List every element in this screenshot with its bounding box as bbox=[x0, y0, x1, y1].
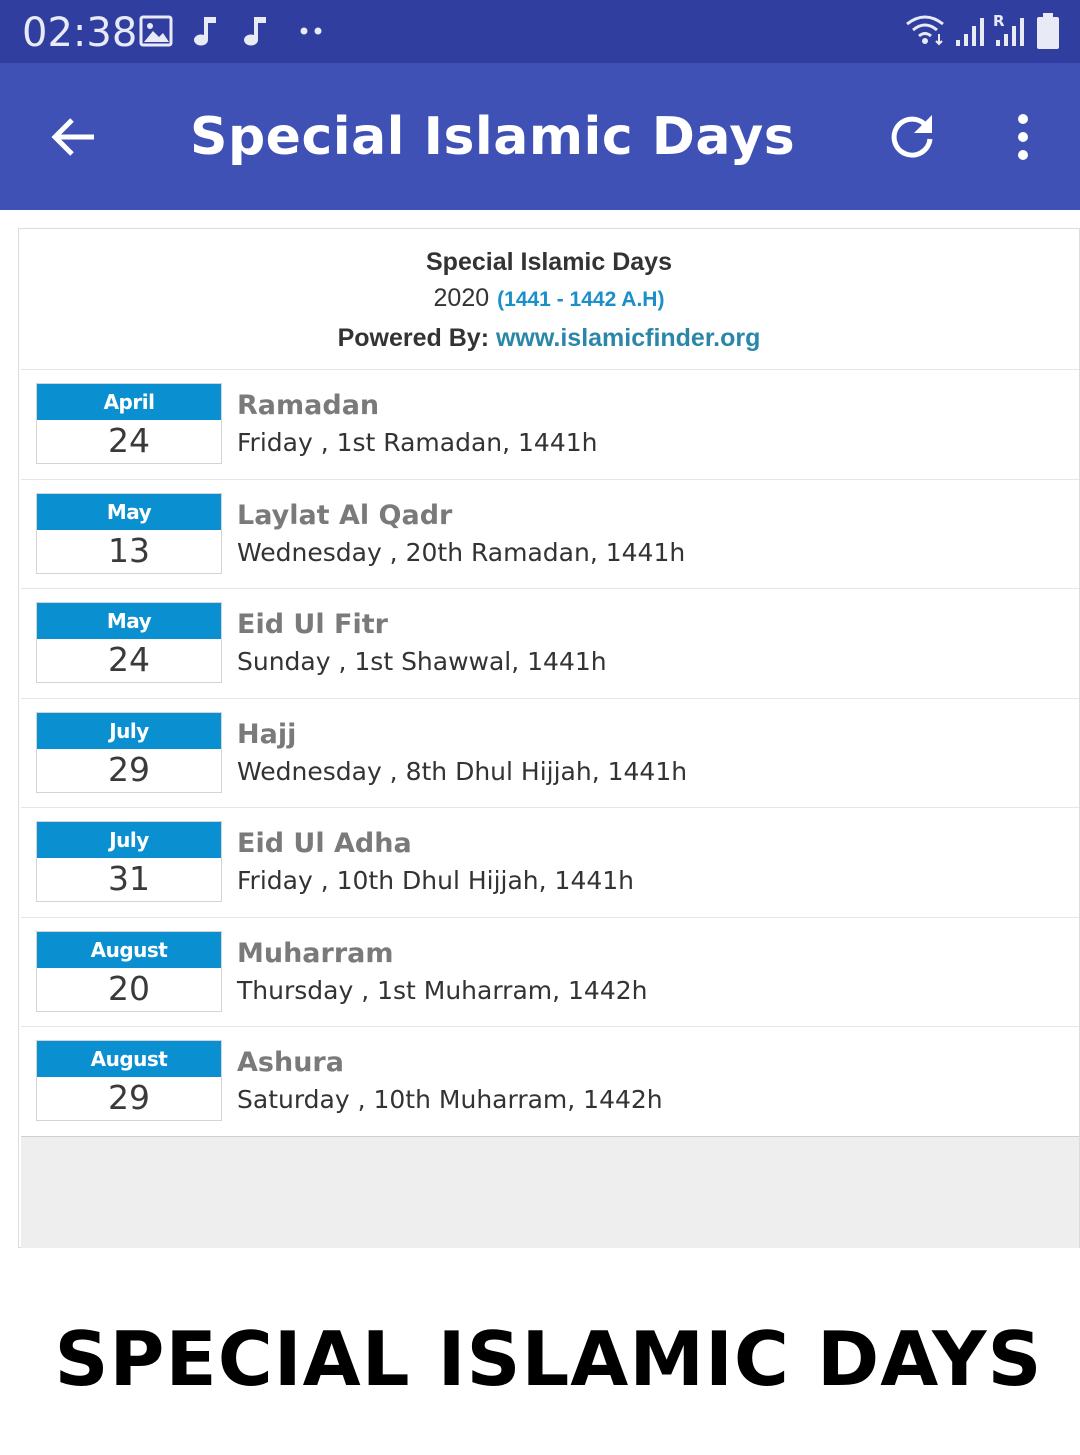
date-badge: August 29 bbox=[36, 1040, 222, 1121]
special-days-card: Special Islamic Days 2020 (1441 - 1442 A.… bbox=[18, 228, 1080, 1248]
list-item[interactable]: August 20 Muharram Thursday , 1st Muharr… bbox=[21, 916, 1079, 1027]
signal-roaming-icon: R bbox=[993, 12, 1024, 46]
page-title: Special Islamic Days bbox=[190, 107, 796, 167]
hijri-range: (1441 - 1442 A.H) bbox=[497, 288, 665, 311]
status-time: 02:38 bbox=[22, 10, 138, 56]
date-badge: July 29 bbox=[36, 711, 222, 793]
more-dots-icon bbox=[300, 27, 322, 35]
day-number: 24 bbox=[108, 640, 150, 679]
event-date: Sunday , 1st Shawwal, 1441h bbox=[237, 647, 607, 676]
event-name: Muharram bbox=[237, 937, 394, 969]
year-line: 2020 (1441 - 1442 A.H) bbox=[19, 278, 1079, 320]
month-label: August bbox=[37, 1041, 221, 1077]
day-number: 20 bbox=[108, 968, 150, 1008]
arrow-left-icon[interactable] bbox=[50, 113, 98, 161]
event-date: Wednesday , 8th Dhul Hijjah, 1441h bbox=[237, 756, 688, 786]
event-date: Friday , 1st Ramadan, 1441h bbox=[237, 428, 598, 457]
list-item[interactable]: August 29 Ashura Saturday , 10th Muharra… bbox=[21, 1026, 1079, 1136]
empty-footer-area bbox=[21, 1136, 1079, 1248]
music-note-icon bbox=[194, 17, 216, 46]
powered-link[interactable]: www.islamicfinder.org bbox=[495, 324, 761, 352]
list-item[interactable]: July 29 Hajj Wednesday , 8th Dhul Hijjah… bbox=[21, 697, 1079, 808]
event-date: Wednesday , 20th Ramadan, 1441h bbox=[237, 537, 686, 567]
status-bar: 02:38 R bbox=[0, 0, 1080, 63]
signal-icon bbox=[956, 18, 984, 46]
list-item[interactable]: May 13 Laylat Al Qadr Wednesday , 20th R… bbox=[21, 478, 1079, 589]
event-name: Eid Ul Fitr bbox=[237, 609, 388, 640]
list-item[interactable]: April 24 Ramadan Friday , 1st Ramadan, 1… bbox=[21, 369, 1079, 479]
day-number: 31 bbox=[108, 859, 150, 898]
music-note-icon bbox=[244, 17, 266, 46]
event-date: Saturday , 10th Muharram, 1442h bbox=[237, 1085, 663, 1114]
month-label: May bbox=[37, 603, 221, 639]
event-date: Thursday , 1st Muharram, 1442h bbox=[237, 975, 648, 1005]
event-name: Ramadan bbox=[237, 390, 380, 421]
month-label: April bbox=[37, 384, 221, 420]
wifi-icon bbox=[906, 15, 944, 46]
app-bar: Special Islamic Days bbox=[0, 63, 1080, 210]
event-name: Hajj bbox=[237, 718, 297, 750]
day-number: 13 bbox=[108, 530, 150, 570]
year: 2020 bbox=[433, 284, 490, 312]
events-list: April 24 Ramadan Friday , 1st Ramadan, 1… bbox=[21, 369, 1079, 1136]
list-item[interactable]: July 31 Eid Ul Adha Friday , 10th Dhul H… bbox=[21, 807, 1079, 917]
more-vertical-icon[interactable] bbox=[1010, 113, 1036, 161]
date-badge: April 24 bbox=[36, 383, 222, 464]
date-badge: August 20 bbox=[36, 930, 222, 1012]
list-item[interactable]: May 24 Eid Ul Fitr Sunday , 1st Shawwal,… bbox=[21, 588, 1079, 698]
event-name: Laylat Al Qadr bbox=[237, 499, 453, 531]
powered-by: Powered By: www.islamicfinder.org bbox=[19, 320, 1079, 356]
event-date: Friday , 10th Dhul Hijjah, 1441h bbox=[237, 866, 635, 895]
day-number: 24 bbox=[108, 421, 150, 460]
date-badge: July 31 bbox=[36, 821, 222, 902]
event-name: Eid Ul Adha bbox=[237, 828, 412, 859]
refresh-icon[interactable] bbox=[886, 111, 938, 163]
powered-label: Powered By: bbox=[337, 324, 490, 352]
battery-icon bbox=[1037, 13, 1059, 49]
event-name: Ashura bbox=[237, 1047, 344, 1078]
promo-caption: SPECIAL ISLAMIC DAYS bbox=[54, 1315, 1043, 1403]
card-header: Special Islamic Days 2020 (1441 - 1442 A.… bbox=[19, 229, 1079, 369]
card-title: Special Islamic Days bbox=[426, 248, 672, 276]
month-label: July bbox=[37, 712, 221, 749]
date-badge: May 13 bbox=[36, 492, 222, 574]
day-number: 29 bbox=[108, 749, 150, 789]
day-number: 29 bbox=[108, 1078, 150, 1117]
month-label: May bbox=[37, 493, 221, 530]
month-label: August bbox=[37, 931, 221, 968]
image-icon bbox=[139, 15, 173, 47]
date-badge: May 24 bbox=[36, 602, 222, 683]
svg-text:R: R bbox=[993, 12, 1005, 30]
month-label: July bbox=[37, 822, 221, 858]
